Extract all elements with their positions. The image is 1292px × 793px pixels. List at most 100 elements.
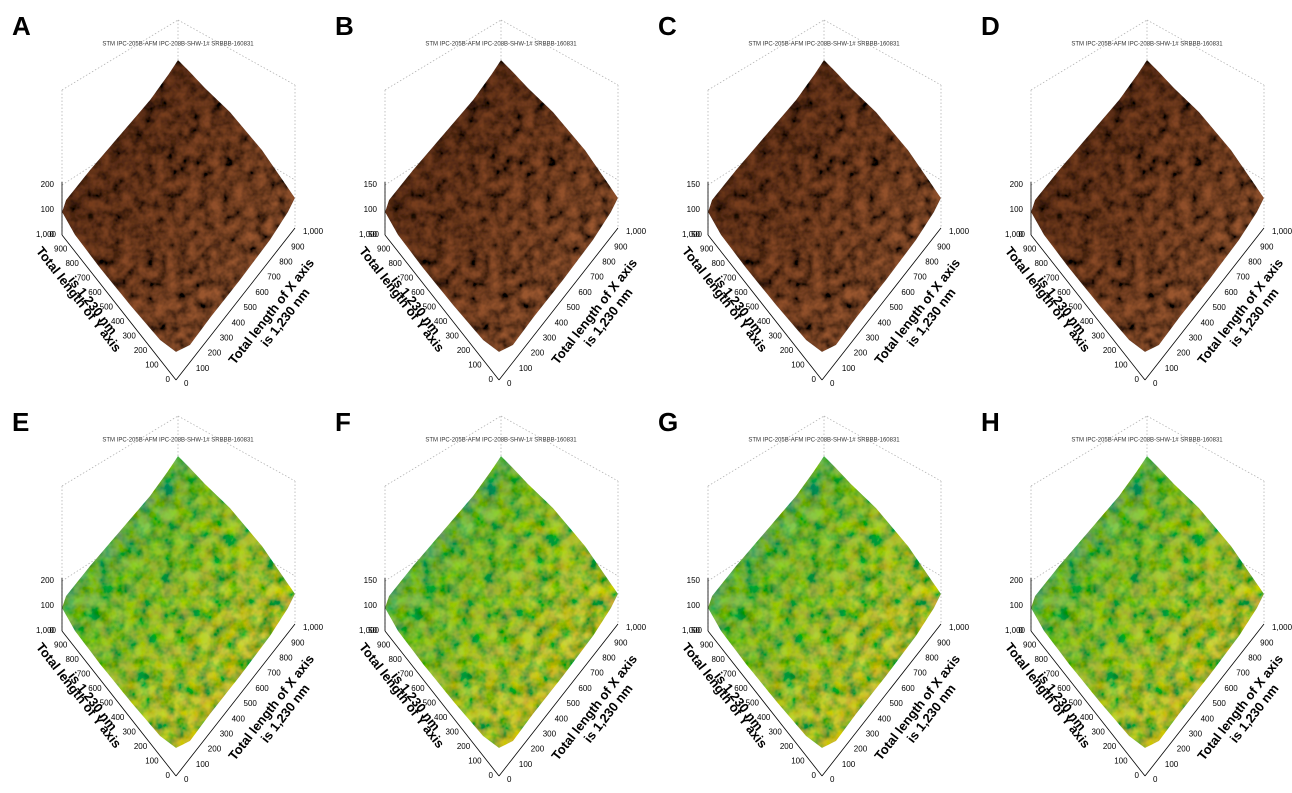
y-tick-label: 500 (100, 699, 114, 708)
x-tick-label: 900 (614, 242, 628, 251)
y-tick-label: 400 (434, 713, 448, 722)
x-tick-label: 200 (531, 349, 545, 358)
z-tick-label: 100 (687, 205, 701, 214)
box-line (500, 415, 619, 482)
y-tick-label: 0 (489, 771, 494, 780)
z-tick-label: 100 (41, 205, 55, 214)
x-tick-label: 500 (890, 303, 904, 312)
y-tick-label: 800 (1034, 655, 1048, 664)
x-tick-label: 200 (208, 349, 222, 358)
y-tick-label: 900 (700, 641, 714, 650)
x-tick-label: 0 (1153, 775, 1158, 784)
x-tick-label: 300 (1189, 334, 1203, 343)
x-tick-label: 200 (854, 349, 868, 358)
x-tick-label: 400 (555, 714, 569, 723)
x-tick-label: 600 (578, 288, 592, 297)
x-tick-label: 100 (519, 364, 533, 373)
x-tick-label: 0 (184, 379, 189, 388)
y-tick-label: 900 (377, 641, 391, 650)
y-axis (707, 234, 823, 381)
x-tick-label: 800 (1248, 258, 1262, 267)
x-tick-label: 800 (602, 258, 616, 267)
x-tick-label: 100 (196, 364, 210, 373)
y-tick-label: 400 (757, 713, 771, 722)
panel-label: G (658, 407, 678, 437)
x-tick-label: 900 (937, 638, 951, 647)
y-tick-label: 200 (457, 742, 471, 751)
x-tick-label: 400 (878, 714, 892, 723)
surface (1031, 60, 1264, 352)
x-tick-label: 700 (590, 669, 604, 678)
x-tick-label: 500 (1213, 303, 1227, 312)
panel-label: A (12, 11, 31, 41)
box-line (1030, 19, 1148, 91)
x-tick-label: 200 (854, 745, 868, 754)
y-tick-label: 1,000 (36, 230, 57, 239)
box-line (1030, 415, 1148, 487)
z-tick-label: 100 (687, 601, 701, 610)
y-tick-label: 500 (100, 303, 114, 312)
y-tick-label: 600 (1057, 684, 1071, 693)
x-tick-label: 900 (1260, 638, 1274, 647)
x-tick-label: 800 (279, 654, 293, 663)
y-tick-label: 100 (791, 361, 805, 370)
y-tick-label: 1,000 (359, 626, 380, 635)
x-tick-label: 600 (1224, 288, 1238, 297)
z-tick-label: 100 (41, 601, 55, 610)
panel-label: E (12, 407, 29, 437)
y-axis (61, 630, 177, 777)
x-axis (175, 623, 296, 777)
y-tick-label: 800 (711, 259, 725, 268)
y-tick-label: 300 (445, 332, 459, 341)
z-tick-label: 100 (364, 205, 378, 214)
box-line (61, 415, 179, 487)
y-tick-label: 900 (54, 641, 68, 650)
surface (708, 456, 941, 748)
x-tick-label: 1,000 (303, 227, 324, 236)
x-axis (498, 227, 619, 381)
z-tick-label: 150 (687, 180, 701, 189)
y-tick-label: 0 (166, 375, 171, 384)
box-line (1146, 415, 1265, 482)
y-tick-label: 600 (1057, 288, 1071, 297)
z-tick-label: 200 (1010, 576, 1024, 585)
y-tick-label: 700 (723, 274, 737, 283)
x-tick-label: 300 (220, 730, 234, 739)
y-tick-label: 500 (423, 699, 437, 708)
y-tick-label: 700 (77, 670, 91, 679)
x-tick-label: 1,000 (1272, 623, 1292, 632)
box-line (177, 415, 296, 482)
panel-label: F (335, 407, 351, 437)
y-tick-label: 1,000 (36, 626, 57, 635)
x-axis (1144, 227, 1265, 381)
x-tick-label: 1,000 (626, 623, 647, 632)
x-tick-label: 300 (866, 334, 880, 343)
box-line (823, 19, 942, 86)
y-tick-label: 100 (1114, 757, 1128, 766)
y-tick-label: 400 (1080, 317, 1094, 326)
box-line (177, 19, 296, 86)
surface (385, 60, 618, 352)
x-tick-label: 700 (913, 669, 927, 678)
x-tick-label: 400 (555, 318, 569, 327)
x-tick-label: 400 (1201, 714, 1215, 723)
z-tick-label: 150 (364, 576, 378, 585)
y-tick-label: 900 (1023, 641, 1037, 650)
y-tick-label: 1,000 (682, 230, 703, 239)
x-tick-label: 200 (1177, 349, 1191, 358)
y-tick-label: 900 (1023, 245, 1037, 254)
y-tick-label: 700 (400, 274, 414, 283)
z-tick-label: 200 (41, 180, 55, 189)
panel-label: C (658, 11, 677, 41)
x-tick-label: 700 (1236, 669, 1250, 678)
x-tick-label: 100 (519, 760, 533, 769)
box-line (384, 415, 502, 487)
z-tick-label: 0 (50, 626, 55, 635)
y-tick-label: 900 (700, 245, 714, 254)
x-tick-label: 100 (842, 364, 856, 373)
x-tick-label: 1,000 (1272, 227, 1292, 236)
y-tick-label: 700 (77, 274, 91, 283)
